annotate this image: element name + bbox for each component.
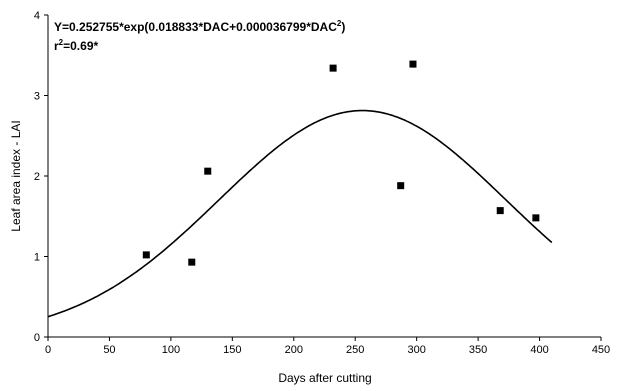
fitted-curve	[47, 109, 553, 318]
x-tick-label: 350	[469, 344, 487, 356]
x-tick-label: 450	[592, 344, 610, 356]
data-point	[409, 60, 417, 68]
r2-superscript: 2	[59, 38, 64, 47]
r2-prefix: r	[54, 39, 59, 53]
r2-value: =0.69*	[63, 39, 98, 53]
x-tick-label: 250	[346, 344, 364, 356]
x-axis-title: Days after cutting	[278, 371, 371, 385]
data-point	[532, 214, 540, 222]
equation-annotation: Y=0.252755*exp(0.018833*DAC+0.000036799*…	[54, 19, 345, 34]
data-point	[496, 207, 504, 215]
x-tick-label: 300	[407, 344, 425, 356]
data-point	[204, 167, 212, 175]
data-point	[397, 182, 405, 190]
y-ticks: 0 1 2 3 4	[34, 10, 48, 344]
y-tick-label: 3	[34, 91, 40, 103]
x-ticks: 0 50 100 150 200 250 300 350 400 450	[45, 337, 610, 356]
x-tick-label: 0	[45, 344, 51, 356]
x-tick-label: 150	[223, 344, 241, 356]
data-point	[142, 251, 150, 259]
data-points	[142, 60, 540, 266]
x-tick-label: 100	[162, 344, 180, 356]
data-point	[329, 64, 337, 72]
x-tick-label: 50	[103, 344, 115, 356]
y-tick-label: 4	[34, 10, 40, 22]
equation-superscript: 2	[337, 19, 342, 28]
y-tick-label: 1	[34, 252, 40, 264]
x-tick-label: 200	[285, 344, 303, 356]
equation-main: Y=0.252755*exp(0.018833*DAC+0.000036799*…	[54, 20, 337, 34]
y-axis-title: Leaf area index - LAI	[9, 120, 23, 231]
y-tick-label: 2	[34, 171, 40, 183]
plot-area: 0 50 100 150 200 250 300 350 400 450 0 1 2 3 4	[34, 10, 610, 356]
y-tick-label: 0	[34, 332, 40, 344]
r2-annotation: r2=0.69*	[54, 38, 98, 53]
x-tick-label: 400	[530, 344, 548, 356]
data-point	[188, 258, 196, 266]
equation-close: )	[341, 20, 345, 34]
